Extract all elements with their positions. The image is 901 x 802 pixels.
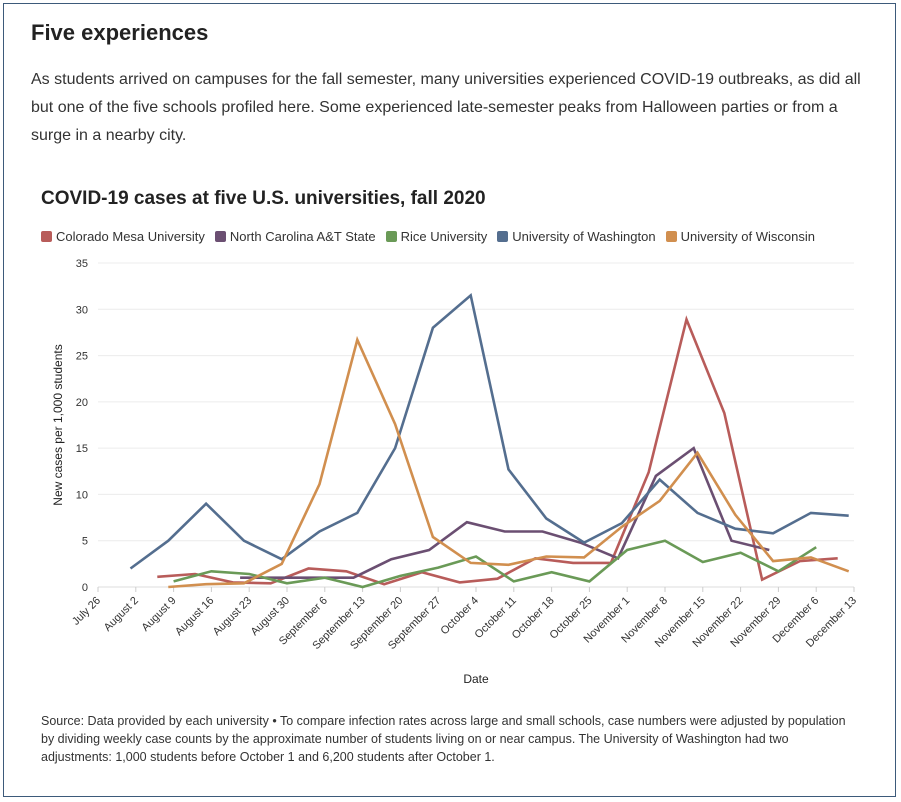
legend-item[interactable]: University of Wisconsin: [665, 229, 815, 244]
x-axis-label: Date: [463, 672, 489, 686]
legend: Colorado Mesa University North Carolina A…: [41, 229, 815, 244]
y-tick-label: 15: [76, 443, 88, 455]
legend-item[interactable]: University of Washington: [497, 229, 656, 244]
legend-label: Colorado Mesa University: [56, 229, 205, 244]
legend-swatch: [665, 231, 677, 242]
y-tick-label: 5: [82, 536, 88, 548]
y-tick-label: 10: [76, 489, 88, 501]
chart-card: Five experiences As students arrived on …: [3, 3, 896, 797]
y-tick-label: 35: [76, 258, 88, 270]
legend-item[interactable]: Colorado Mesa University: [41, 229, 205, 244]
y-tick-label: 30: [76, 304, 88, 316]
series-line: [157, 315, 838, 586]
legend-item[interactable]: North Carolina A&T State: [214, 229, 376, 244]
x-tick-label: July 26: [70, 595, 103, 628]
legend-label: Rice University: [400, 229, 488, 244]
x-tick-label: August 2: [102, 595, 141, 634]
y-axis-label: New cases per 1,000 students: [51, 344, 65, 505]
x-tick-label: August 9: [140, 595, 179, 634]
y-tick-label: 20: [76, 397, 88, 409]
x-tick-label: August 23: [211, 595, 255, 639]
series-line: [240, 446, 770, 580]
x-tick-label: August 16: [173, 595, 217, 639]
legend-label: University of Wisconsin: [680, 229, 815, 244]
legend-label: North Carolina A&T State: [229, 229, 376, 244]
chart-title: COVID-19 cases at five U.S. universities…: [41, 188, 486, 209]
legend-label: University of Washington: [512, 229, 656, 244]
legend-swatch: [385, 231, 397, 242]
legend-swatch: [497, 231, 509, 242]
y-tick-label: 25: [76, 351, 88, 363]
legend-item[interactable]: Rice University: [385, 229, 488, 244]
section-heading: Five experiences: [31, 20, 209, 45]
legend-swatch: [41, 231, 52, 242]
series-line: [168, 335, 850, 589]
series-line: [129, 292, 849, 570]
legend-swatch: [214, 231, 226, 242]
series-line: [173, 539, 817, 589]
y-tick-label: 0: [82, 582, 88, 594]
intro-text: As students arrived on campuses for the …: [31, 71, 861, 144]
source-note: Source: Data provided by each university…: [41, 714, 846, 764]
